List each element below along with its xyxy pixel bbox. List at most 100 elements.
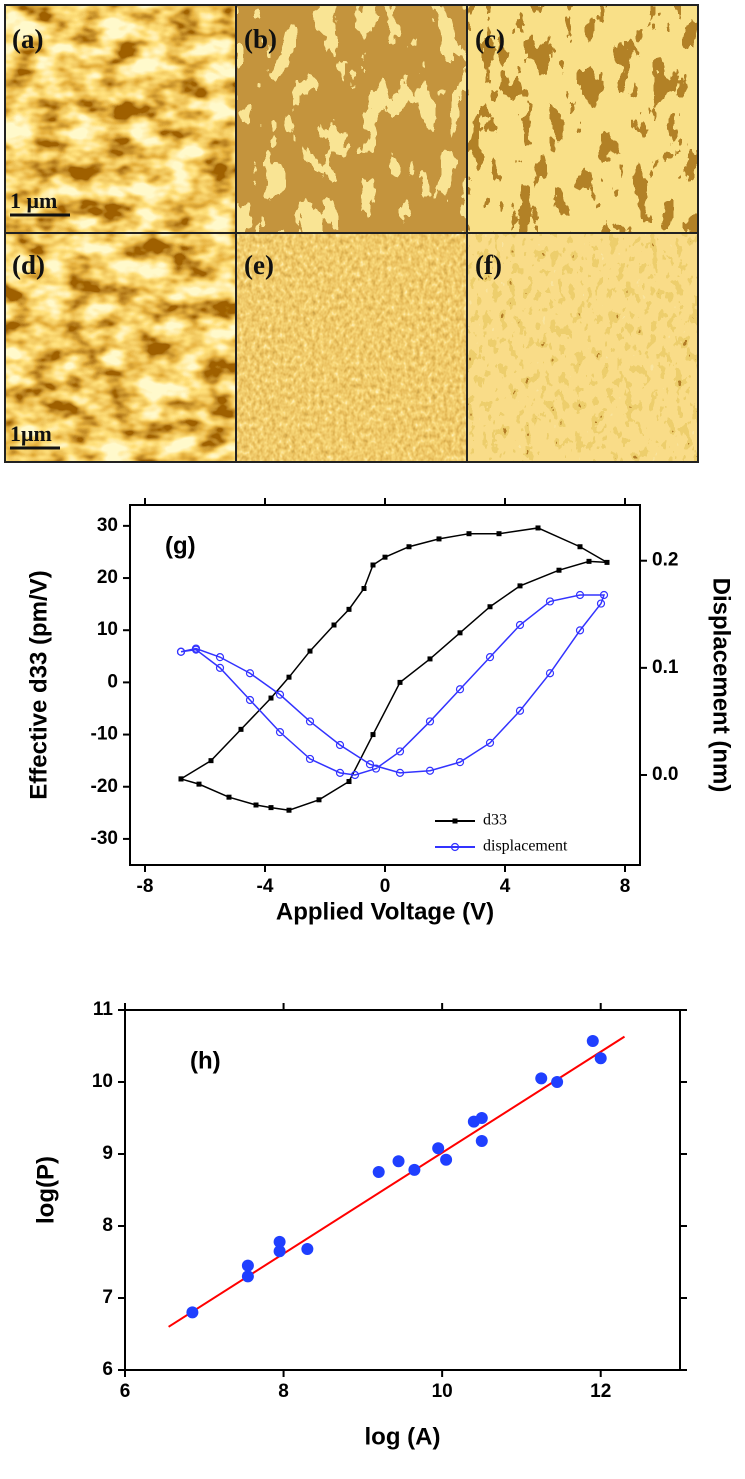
y2-tick-label: 0.1 <box>652 657 679 678</box>
panel-label: (c) <box>475 24 505 54</box>
point-marker <box>370 732 376 738</box>
point-marker <box>517 583 523 589</box>
point-marker <box>268 805 274 811</box>
point-marker <box>346 606 352 612</box>
panel-label: (a) <box>12 24 43 54</box>
y-tick-label: 10 <box>97 619 118 640</box>
point-marker <box>515 706 525 715</box>
afm-image <box>5 5 236 233</box>
y-tick-label: -20 <box>91 776 118 797</box>
x-tick-label: -4 <box>257 876 274 897</box>
point-marker <box>466 531 472 537</box>
point-marker <box>196 781 202 787</box>
scatter-point <box>594 1052 607 1065</box>
panel-annotation: (h) <box>190 1047 221 1074</box>
point-marker <box>382 554 388 560</box>
point-marker <box>556 567 562 573</box>
x-tick-label: 0 <box>380 876 391 897</box>
y-tick-label: 11 <box>93 999 114 1020</box>
x-tick-label: 8 <box>278 1381 289 1402</box>
chart: 6 8 10 12 6 7 8 9 10 11 log (A) log(P) (h) <box>32 999 687 1450</box>
point-marker <box>457 630 463 636</box>
point-marker <box>496 531 502 537</box>
afm-images: (a) (b) (c) (d) (e) (f) 1 μm 1μm <box>4 4 699 463</box>
y-tick-label: 30 <box>97 515 118 536</box>
scatter-point <box>372 1166 385 1178</box>
point-marker <box>455 758 465 767</box>
x-tick-label: 4 <box>500 876 511 897</box>
x-axis-title: log (A) <box>365 1423 441 1450</box>
x-tick-label: 6 <box>120 1381 131 1402</box>
scatter-point <box>475 1135 488 1148</box>
point-marker <box>450 842 460 852</box>
point-marker <box>275 728 285 737</box>
scatter-point <box>408 1163 421 1176</box>
scatter-point <box>432 1142 445 1155</box>
point-marker <box>305 754 315 764</box>
point-marker <box>335 768 345 777</box>
scatter-point <box>186 1306 199 1319</box>
point-marker <box>395 747 405 756</box>
afm-image <box>467 233 698 462</box>
y-tick-label: 6 <box>102 1359 113 1380</box>
scatter-point <box>551 1076 564 1088</box>
point-marker <box>455 685 465 694</box>
point-marker <box>215 663 225 672</box>
point-marker <box>575 590 585 600</box>
legend-label: d33 <box>483 812 507 829</box>
point-marker <box>370 562 376 568</box>
point-marker <box>425 717 435 726</box>
plot-frame <box>124 1009 681 1371</box>
y-tick-label: 7 <box>102 1287 113 1308</box>
point-marker <box>371 764 381 773</box>
point-marker <box>238 726 244 732</box>
y2-tick-label: 0.2 <box>652 550 678 571</box>
scatter-point <box>440 1153 453 1166</box>
panel-label: (d) <box>12 250 45 280</box>
point-marker <box>191 644 201 653</box>
y-tick-label: 0 <box>107 671 118 692</box>
scatter-point <box>586 1034 599 1047</box>
afm-image <box>236 5 467 233</box>
point-marker <box>316 797 322 803</box>
scatter-point <box>392 1155 405 1168</box>
panel-annotation: (g) <box>165 532 196 559</box>
panel-label: (b) <box>244 24 277 54</box>
point-marker <box>427 656 433 662</box>
point-marker <box>599 590 609 600</box>
point-marker <box>253 802 259 808</box>
panel-label: (e) <box>244 250 274 280</box>
y2-tick-label: 0.0 <box>652 764 678 785</box>
x-tick-label: 12 <box>590 1381 611 1402</box>
point-marker <box>215 653 225 662</box>
series-line <box>180 594 606 776</box>
point-marker <box>361 585 367 591</box>
scale-bar-label: 1μm <box>10 421 52 446</box>
scatter-point <box>273 1235 286 1248</box>
scatter-point <box>535 1072 548 1085</box>
point-marker <box>586 558 592 564</box>
y-axis-title: log(P) <box>32 1156 59 1224</box>
point-marker <box>178 776 184 782</box>
point-marker <box>395 768 405 777</box>
point-marker <box>176 647 186 656</box>
x-tick-label: 10 <box>432 1381 453 1402</box>
y-axis-title: Effective d33 (pm/V) <box>25 570 52 799</box>
point-marker <box>485 653 495 662</box>
legend-label: displacement <box>483 838 568 855</box>
y-tick-label: -30 <box>91 828 118 849</box>
point-marker <box>350 770 360 780</box>
x-tick-label: -8 <box>137 876 154 897</box>
point-marker <box>346 779 352 785</box>
scatter-point <box>241 1259 254 1272</box>
chart: -8 -4 0 4 8 -30 -20 -10 0 10 20 30 0.0 0.1 0.2 Applied … <box>25 498 735 925</box>
point-marker <box>515 620 525 630</box>
point-marker <box>604 559 610 565</box>
scatter-point <box>301 1243 314 1256</box>
point-marker <box>245 669 255 678</box>
point-marker <box>397 679 403 685</box>
y-tick-label: 9 <box>102 1143 113 1164</box>
scatter-point <box>475 1112 488 1124</box>
point-marker <box>335 740 345 750</box>
point-marker <box>331 622 337 628</box>
